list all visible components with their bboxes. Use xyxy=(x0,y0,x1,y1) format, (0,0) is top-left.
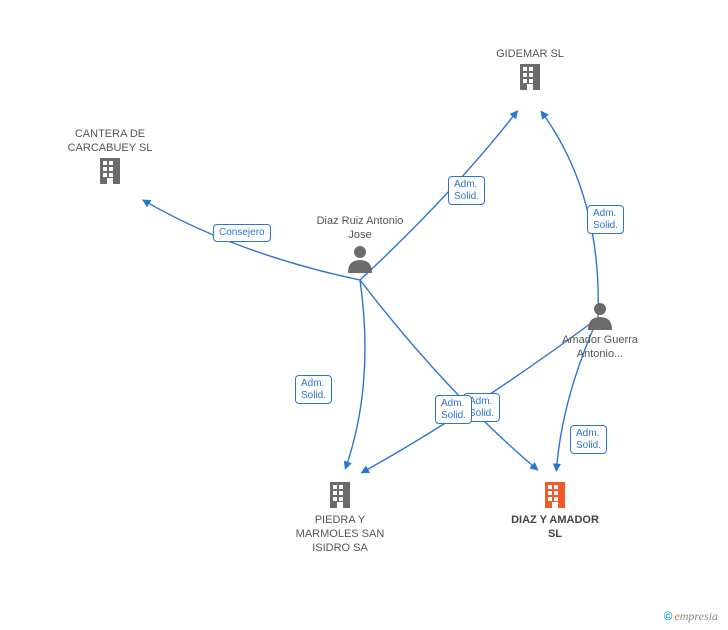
building-icon xyxy=(505,480,605,510)
edge-label-admsolid: Adm. Solid. xyxy=(587,205,624,234)
edge-label-admsolid: Adm. Solid. xyxy=(448,176,485,205)
node-cantera[interactable]: CANTERA DE CARCABUEY SL xyxy=(50,128,170,190)
node-diazamador[interactable]: DIAZ Y AMADOR SL xyxy=(505,480,605,542)
edge-label-admsolid: Adm. Solid. xyxy=(295,375,332,404)
building-icon xyxy=(50,156,170,186)
node-label: Diaz Ruiz Antonio Jose xyxy=(315,215,405,243)
copyright-icon: © xyxy=(664,609,673,623)
edge-label-consejero: Consejero xyxy=(213,224,271,242)
credit-watermark: ©empresia xyxy=(664,609,718,624)
node-amador[interactable]: Amador Guerra Antonio... xyxy=(560,300,640,362)
edge-label-admsolid: Adm. Solid. xyxy=(435,395,472,424)
node-label: DIAZ Y AMADOR SL xyxy=(505,514,605,542)
node-label: CANTERA DE CARCABUEY SL xyxy=(50,128,170,156)
building-icon xyxy=(285,480,395,510)
person-icon xyxy=(560,300,640,330)
diagram-canvas: GIDEMAR SL CANTERA DE CARCABUEY SL Diaz … xyxy=(0,0,728,630)
node-diazruiz[interactable]: Diaz Ruiz Antonio Jose xyxy=(315,215,405,277)
node-gidemar[interactable]: GIDEMAR SL xyxy=(470,48,590,96)
node-label: Amador Guerra Antonio... xyxy=(560,334,640,362)
node-label: GIDEMAR SL xyxy=(470,48,590,62)
node-label: PIEDRA Y MARMOLES SAN ISIDRO SA xyxy=(285,514,395,555)
person-icon xyxy=(315,243,405,273)
building-icon xyxy=(470,62,590,92)
edge-label-admsolid: Adm. Solid. xyxy=(570,425,607,454)
node-piedra[interactable]: PIEDRA Y MARMOLES SAN ISIDRO SA xyxy=(285,480,395,555)
